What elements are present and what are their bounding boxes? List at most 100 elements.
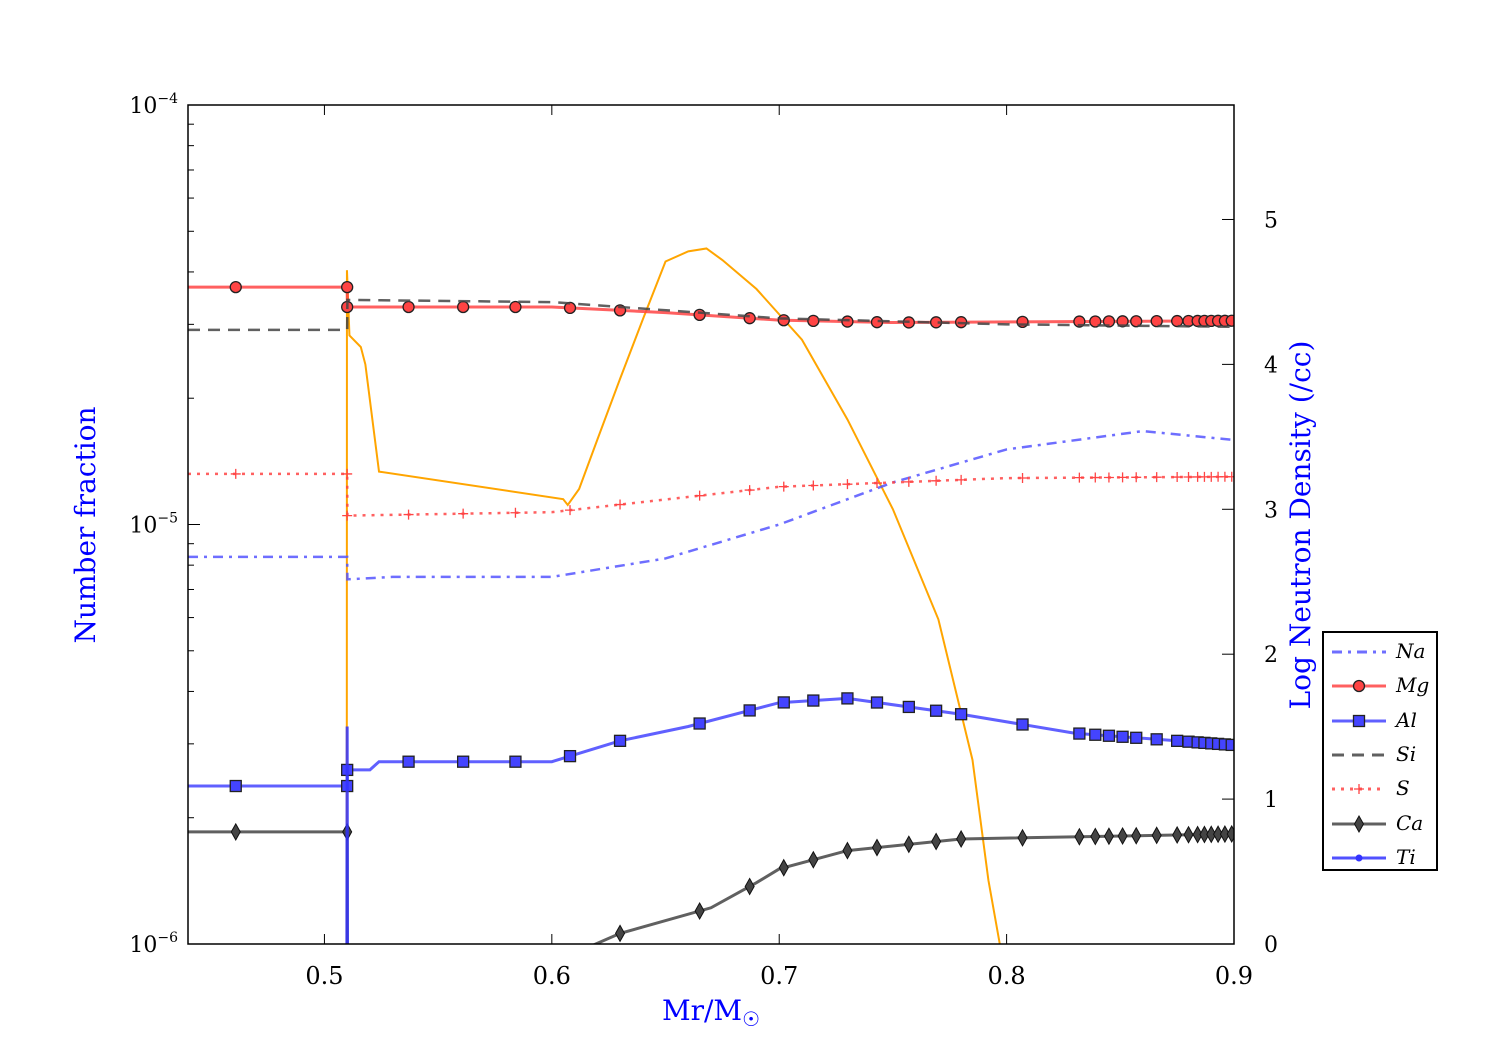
mg-marker	[402, 300, 415, 314]
s-marker	[342, 468, 353, 479]
ca-marker	[566, 947, 575, 963]
ca-marker	[694, 901, 705, 920]
legend-label: Na	[1396, 639, 1426, 663]
y-axis-label: Number fraction	[69, 406, 102, 643]
al-marker	[807, 694, 820, 707]
legend-item-na: Na	[1324, 637, 1436, 667]
legend-label: Al	[1396, 707, 1417, 732]
legend-swatch	[1332, 814, 1386, 833]
s-marker	[871, 478, 882, 489]
legend-label: Ti	[1396, 844, 1416, 869]
ca-marker	[1206, 825, 1217, 844]
ca-marker	[614, 924, 626, 943]
ti-legend-marker	[1355, 854, 1363, 862]
al-marker	[1089, 728, 1102, 741]
al-marker	[613, 734, 627, 747]
mg-marker	[777, 314, 790, 327]
legend-swatch	[1332, 854, 1386, 862]
s-marker	[1183, 471, 1194, 482]
al-marker	[1150, 733, 1163, 746]
legend-item-mg: Mg	[1324, 671, 1436, 701]
legend-label: S	[1396, 776, 1410, 801]
ca-marker	[511, 974, 520, 990]
s-marker	[1090, 472, 1101, 483]
y-tick-label: 10−4	[129, 91, 178, 119]
s-marker	[510, 507, 521, 518]
al-marker	[841, 692, 854, 705]
legend-swatch	[1332, 650, 1386, 654]
mg-marker	[1102, 315, 1116, 328]
series-na	[188, 429, 1234, 581]
s-marker	[931, 475, 942, 486]
ca-legend-marker	[1353, 814, 1365, 833]
s-legend-marker	[1354, 784, 1364, 795]
mg-marker	[1225, 314, 1234, 327]
ca-marker	[842, 841, 853, 860]
ca-marker	[1199, 825, 1210, 844]
ca-marker	[1213, 825, 1224, 844]
series-ti	[345, 726, 349, 944]
y-right-tick-label: 5	[1264, 208, 1278, 233]
ca-marker	[1017, 828, 1028, 847]
s-marker	[778, 481, 789, 492]
mg-legend-marker	[1352, 680, 1366, 693]
s-marker	[1151, 472, 1162, 483]
al-marker	[402, 755, 415, 768]
series-ca	[188, 822, 1234, 1046]
ca-marker	[1183, 825, 1194, 844]
ca-line	[188, 830, 1234, 944]
ca-marker	[1192, 825, 1203, 844]
mg-marker	[456, 300, 470, 314]
al-marker	[1225, 738, 1234, 752]
mg-marker	[341, 280, 354, 294]
y-right-tick-label: 3	[1264, 498, 1278, 523]
legend-item-al: Al	[1324, 706, 1436, 736]
ca-marker	[404, 1030, 413, 1046]
ca-marker	[1172, 825, 1183, 844]
x-tick-label: 0.6	[533, 962, 571, 990]
al-marker	[1116, 730, 1129, 743]
y-right-tick-label: 2	[1264, 643, 1278, 668]
al-marker	[229, 779, 242, 793]
ca-marker	[230, 822, 241, 841]
mg-marker	[841, 315, 854, 328]
al-marker	[870, 696, 884, 709]
x-axis-label: Mr/M☉	[662, 994, 760, 1031]
ca-marker	[1117, 826, 1128, 845]
mg-marker	[807, 314, 820, 328]
ca-marker	[956, 829, 967, 848]
s-marker	[1117, 472, 1128, 483]
ca-marker	[1219, 825, 1230, 844]
legend-swatch	[1332, 753, 1386, 757]
y-tick-label: 10−5	[129, 511, 178, 539]
ca-marker	[1131, 826, 1142, 845]
legend-swatch	[1332, 680, 1386, 693]
x-tick-label: 0.9	[1215, 962, 1253, 990]
al-legend-marker	[1352, 714, 1366, 727]
ti-line	[345, 726, 349, 944]
al-marker	[902, 700, 915, 714]
s-marker	[458, 508, 469, 519]
al-marker	[1130, 731, 1143, 744]
mg-marker	[1150, 314, 1163, 328]
series-s	[188, 468, 1234, 521]
ca-marker	[808, 850, 819, 869]
legend-item-ca: Ca	[1324, 809, 1436, 839]
al-marker	[777, 696, 790, 709]
series-al	[188, 692, 1234, 793]
series-mg	[188, 280, 1234, 329]
ca-marker	[778, 858, 789, 877]
s-marker	[1103, 472, 1114, 483]
s-marker	[1172, 472, 1183, 483]
s-marker	[842, 479, 853, 490]
al-marker	[1102, 729, 1116, 742]
x-tick-label: 0.7	[760, 962, 798, 990]
al-marker	[1073, 727, 1086, 740]
al-marker	[743, 704, 756, 717]
s-marker	[694, 490, 705, 501]
mg-marker	[229, 280, 242, 294]
s-marker	[903, 476, 914, 487]
si-line	[188, 298, 1234, 332]
